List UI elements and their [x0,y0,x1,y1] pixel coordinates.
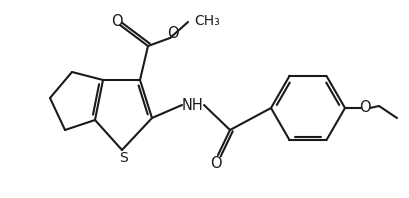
Text: O: O [167,27,178,42]
Text: NH: NH [182,97,203,112]
Text: O: O [358,101,370,115]
Text: O: O [210,155,221,170]
Text: O: O [111,13,123,29]
Text: S: S [119,151,128,165]
Text: CH₃: CH₃ [193,14,219,28]
